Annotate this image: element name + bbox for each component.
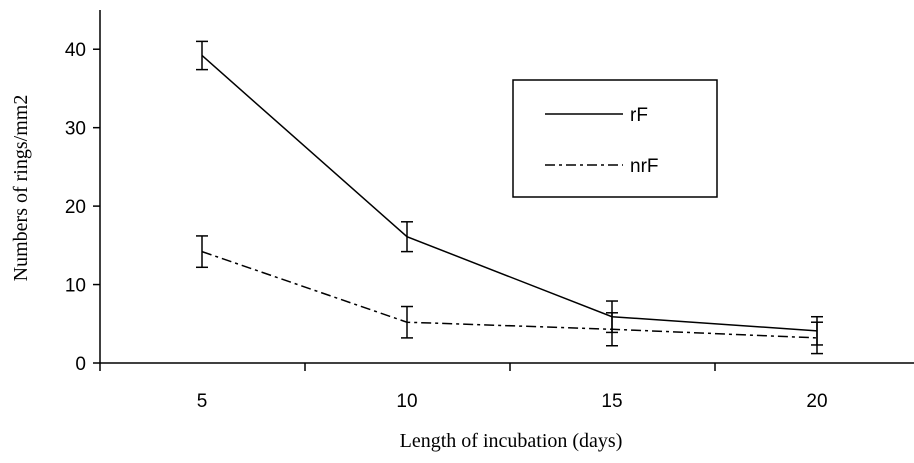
y-tick-label: 30 <box>65 119 86 140</box>
series-layer <box>196 40 823 355</box>
series-line-nrf <box>201 250 818 339</box>
y-tick-label: 10 <box>65 276 86 297</box>
x-axis-title: Length of incubation (days) <box>400 430 623 452</box>
series-line-rf <box>201 54 818 332</box>
error-bar-nrf <box>401 305 413 339</box>
legend: rF nrF <box>512 79 718 198</box>
y-tick-label: 20 <box>65 197 86 218</box>
y-axis-title: Numbers of rings/mm2 <box>10 95 32 282</box>
error-bar-nrf <box>606 312 618 347</box>
legend-label-nrf: nrF <box>630 156 659 177</box>
x-tick-label: 5 <box>197 391 208 412</box>
x-tick-label: 10 <box>396 391 417 412</box>
y-tick-label: 0 <box>75 354 86 375</box>
error-bar-rf <box>401 221 413 253</box>
axes: 0 10 20 30 40 5 10 15 20 <box>65 10 914 412</box>
error-bar-rf <box>196 40 208 71</box>
x-tick-label: 20 <box>806 391 827 412</box>
y-tick-label: 40 <box>65 40 86 61</box>
legend-label-rf: rF <box>630 105 648 126</box>
x-tick-label: 15 <box>601 391 622 412</box>
error-bar-nrf <box>811 321 823 355</box>
error-bar-nrf <box>196 235 208 269</box>
legend-box <box>512 79 718 198</box>
